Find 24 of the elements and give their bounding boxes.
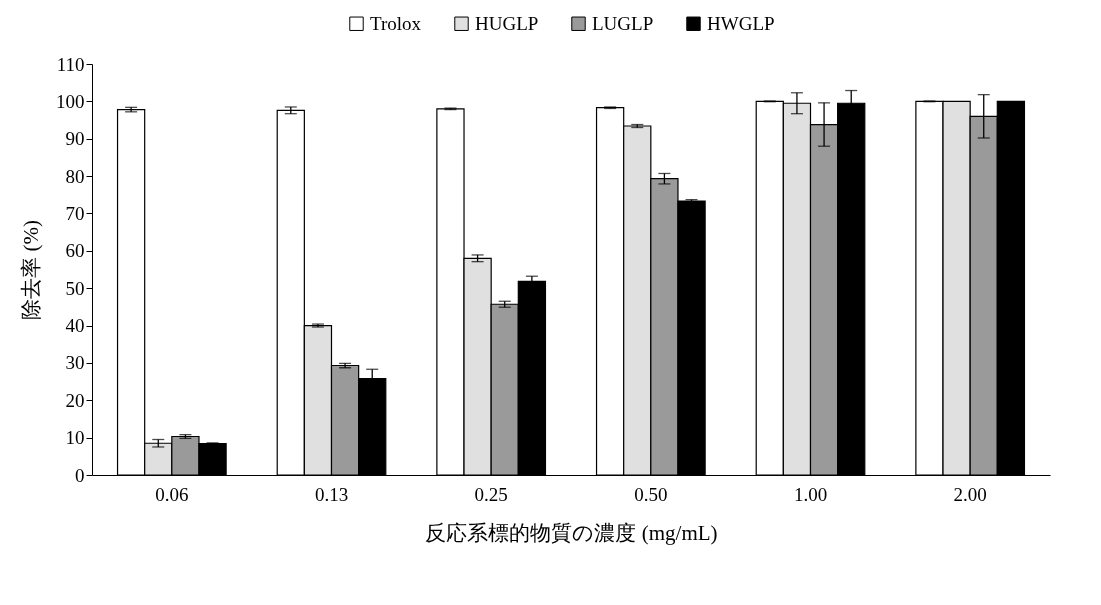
y-tick-label: 60 [65, 240, 85, 262]
legend-label: Trolox [370, 12, 422, 34]
x-axis-title: 反応系標的物質の濃度 (mg/mL) [425, 520, 718, 545]
y-tick-label: 40 [65, 315, 85, 337]
x-tick-label: 0.06 [155, 483, 189, 505]
y-tick-label: 0 [75, 464, 85, 486]
x-tick-label: 0.50 [634, 483, 668, 505]
legend-label: LUGLP [592, 12, 654, 34]
y-tick-label: 70 [65, 202, 85, 224]
x-tick-label: 2.00 [953, 483, 987, 505]
y-tick-label: 110 [56, 53, 85, 75]
y-tick-label: 80 [65, 165, 85, 187]
legend-label: HWGLP [707, 12, 775, 34]
y-tick-label: 20 [65, 389, 85, 411]
y-tick-label: 100 [56, 90, 85, 112]
y-axis-title: 除去率 (%) [19, 220, 43, 320]
x-tick-label: 1.00 [793, 483, 828, 505]
legend-label: HUGLP [475, 12, 539, 34]
y-tick-label: 10 [65, 427, 85, 449]
y-tick-label: 90 [65, 128, 85, 150]
x-tick-label: 0.25 [474, 483, 508, 505]
x-tick-label: 0.13 [314, 483, 349, 505]
y-tick-label: 30 [65, 352, 85, 374]
y-tick-label: 50 [65, 277, 85, 299]
